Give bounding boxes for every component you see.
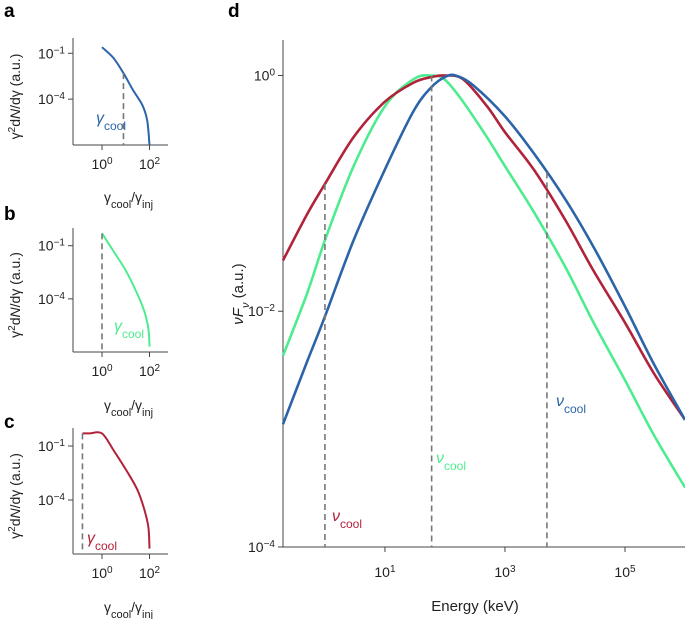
x-tick-label: 105: [614, 564, 636, 581]
y-tick-label: 10−4: [38, 91, 65, 108]
spectrum-curve: [101, 46, 151, 146]
x-axis-label: γcool/γinj: [104, 397, 153, 419]
y-axis-label: γ2dN/dγ (a.u.): [7, 54, 24, 140]
y-axis-label: γ2dN/dγ (a.u.): [7, 453, 24, 539]
spectrum-curve: [82, 431, 151, 549]
x-tick-label: 100: [91, 363, 113, 380]
spectrum-curve: [101, 232, 151, 347]
panel-d: d 100 10−2 10−4 101 103 105 νFν (a.u.) Energy (k…: [228, 1, 685, 615]
x-tick-label: 102: [139, 565, 161, 582]
x-axis-label: γcool/γinj: [104, 599, 153, 619]
nu-cool-label: νcool: [556, 393, 586, 416]
y-tick-label: 10−4: [38, 492, 65, 509]
x-tick-label: 102: [139, 363, 161, 380]
panel-c: c 10−1 10−4 100 102 γ2dN/dγ (a.u.) γcool/γinj γ…: [4, 412, 168, 619]
x-axis-label: γcool/γinj: [104, 189, 153, 211]
panel-letter: b: [4, 204, 16, 225]
y-axis-label: νFν (a.u.): [230, 263, 252, 324]
x-tick-label: 100: [91, 565, 113, 582]
x-tick-label: 103: [494, 564, 516, 581]
panel-b: b 10−1 10−4 100 102 γ2dN/dγ (a.u.) γcool/γinj γ…: [4, 204, 168, 419]
x-tick-label: 101: [374, 564, 396, 581]
x-tick-label: 100: [91, 156, 113, 173]
y-tick-label: 10−1: [38, 45, 65, 62]
y-tick-label: 10−4: [38, 290, 65, 307]
panel-a: a 10−1 10−4 100 102 γ2dN/dγ (a.u.) γcool/γinj γ…: [4, 1, 168, 211]
x-axis-label: Energy (keV): [431, 598, 519, 615]
spectrum-curve: [281, 73, 685, 489]
y-tick-label: 100: [254, 67, 276, 84]
spectrum-curve: [281, 74, 685, 421]
x-tick-label: 102: [139, 156, 161, 173]
panel-letter: a: [4, 1, 15, 22]
y-tick-label: 10−2: [248, 303, 275, 320]
gamma-cool-label: γcool: [114, 318, 144, 341]
spectrum-curve: [281, 73, 685, 425]
gamma-cool-label: γcool: [87, 530, 117, 553]
gamma-cool-label: γcool: [96, 110, 126, 133]
nu-cool-label: νcool: [436, 450, 466, 473]
panel-letter: c: [4, 412, 15, 433]
y-axis-label: γ2dN/dγ (a.u.): [7, 252, 24, 338]
y-tick-label: 10−1: [38, 237, 65, 254]
y-tick-label: 10−1: [38, 438, 65, 455]
y-tick-label: 10−4: [248, 539, 275, 556]
panel-letter: d: [228, 1, 240, 22]
nu-cool-label: νcool: [332, 508, 362, 531]
